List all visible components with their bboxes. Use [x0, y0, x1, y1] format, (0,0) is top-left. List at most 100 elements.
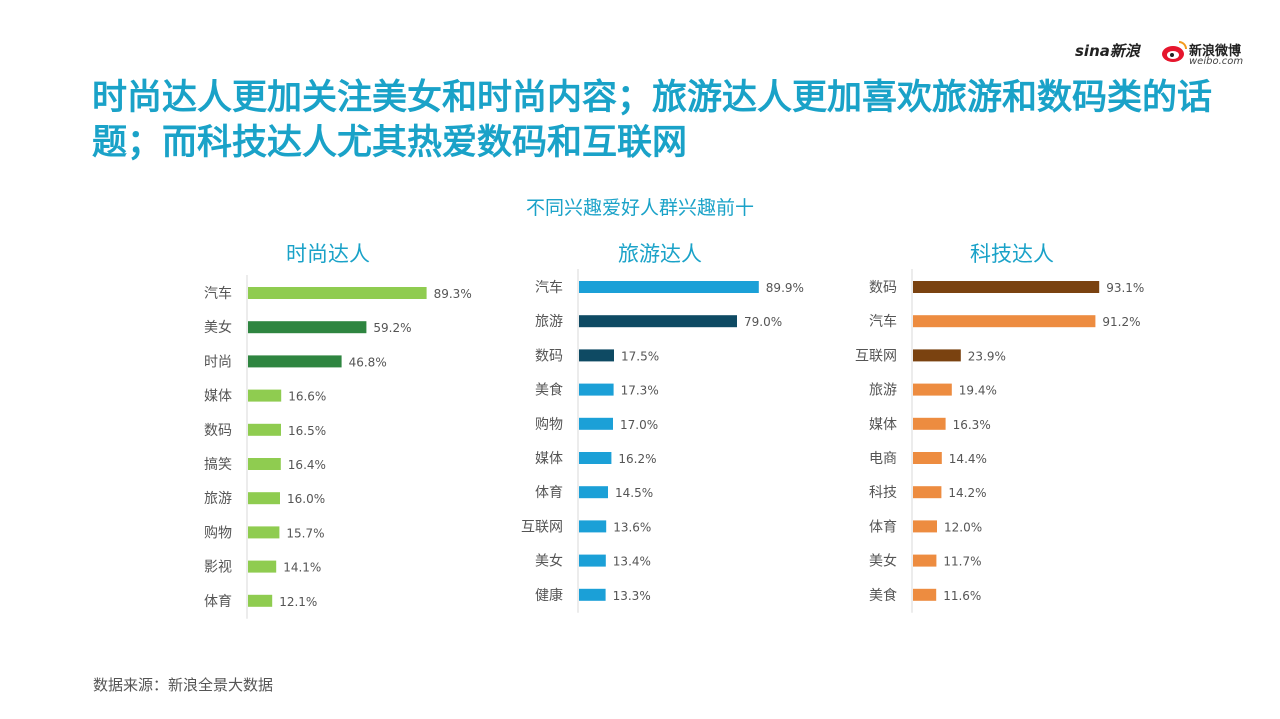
bar: [913, 588, 937, 601]
bar: [248, 389, 282, 402]
weibo-eye-icon: [1162, 41, 1187, 62]
category-label: 购物: [535, 417, 563, 433]
bar: [248, 355, 342, 368]
category-label: 美食: [535, 382, 563, 399]
category-label: 影视: [204, 560, 232, 576]
value-label: 13.3%: [613, 589, 651, 603]
panel-title-tech: 科技达人: [970, 242, 1054, 266]
value-label: 13.6%: [613, 520, 651, 534]
category-label: 时尚: [204, 354, 232, 370]
value-label: 16.0%: [287, 492, 325, 506]
category-label: 体育: [535, 485, 563, 501]
value-label: 59.2%: [373, 321, 411, 335]
category-label: 数码: [869, 280, 897, 296]
category-label: 媒体: [535, 451, 563, 467]
category-label: 美女: [869, 553, 897, 570]
bar: [913, 315, 1096, 328]
bar: [579, 417, 613, 430]
category-label: 汽车: [535, 279, 563, 296]
bar: [248, 560, 277, 573]
value-label: 19.4%: [959, 384, 997, 398]
category-label: 旅游: [869, 383, 897, 399]
bar: [913, 486, 942, 499]
category-label: 搞笑: [204, 457, 232, 473]
category-label: 体育: [869, 519, 897, 535]
bar: [248, 526, 280, 539]
headline: 时尚达人更加关注美女和时尚内容；旅游达人更加喜欢旅游和数码类的话题；而科技达人尤…: [92, 78, 1213, 163]
category-label: 汽车: [204, 285, 232, 302]
bar: [248, 287, 427, 299]
value-label: 15.7%: [286, 526, 324, 540]
value-label: 11.6%: [943, 589, 981, 603]
bar: [579, 281, 759, 293]
category-label: 互联网: [855, 348, 897, 364]
bar: [248, 492, 280, 505]
category-label: 美女: [535, 553, 563, 570]
value-label: 16.4%: [288, 458, 326, 472]
category-label: 美女: [204, 319, 232, 336]
bar: [248, 321, 367, 334]
bar: [579, 554, 606, 567]
bar: [579, 452, 612, 464]
bar: [913, 349, 961, 362]
bar: [913, 520, 937, 533]
bar: [248, 423, 281, 436]
value-label: 79.0%: [744, 315, 782, 329]
value-label: 17.5%: [621, 349, 659, 363]
value-label: 16.2%: [618, 452, 656, 466]
bar: [913, 452, 942, 464]
category-label: 科技: [869, 485, 897, 501]
weibo-logo-text: 新浪微博: [1189, 44, 1242, 59]
bar: [913, 417, 946, 430]
value-label: 17.0%: [620, 418, 658, 432]
bar: [579, 315, 737, 328]
value-label: 89.9%: [766, 281, 804, 295]
chart-subtitle: 不同兴趣爱好人群兴趣前十: [525, 197, 754, 219]
bar: [913, 281, 1100, 293]
data-source: 数据来源：新浪全景大数据: [93, 676, 274, 694]
value-label: 89.3%: [434, 287, 472, 301]
category-label: 购物: [204, 525, 232, 541]
sina-logo: sina新浪: [1075, 40, 1140, 61]
bar: [913, 554, 937, 567]
category-label: 电商: [869, 451, 897, 467]
value-label: 17.3%: [621, 384, 659, 398]
value-label: 16.6%: [288, 390, 326, 404]
value-label: 11.7%: [943, 555, 981, 569]
sina-logo-text: sina新浪: [1075, 42, 1140, 60]
category-label: 体育: [204, 594, 232, 610]
value-label: 12.0%: [944, 520, 982, 534]
value-label: 16.3%: [953, 418, 991, 432]
value-label: 91.2%: [1102, 315, 1140, 329]
panel-title-fashion: 时尚达人: [286, 242, 370, 266]
category-label: 媒体: [204, 389, 232, 405]
value-label: 23.9%: [968, 349, 1006, 363]
value-label: 93.1%: [1106, 281, 1144, 295]
value-label: 14.4%: [949, 452, 987, 466]
weibo-url-text: weibo.com: [1189, 56, 1244, 67]
bar: [579, 520, 607, 533]
value-label: 14.5%: [615, 486, 653, 500]
category-label: 美食: [869, 587, 897, 604]
bar: [248, 594, 273, 607]
bar: [579, 349, 614, 362]
chart-fashion: 汽车 89.3% 美女 59.2% 时尚 46.8% 媒体 16.6% 数码 16.5% 搞笑 16.…: [204, 275, 472, 619]
value-label: 13.4%: [613, 555, 651, 569]
bar: [579, 486, 608, 499]
category-label: 互联网: [521, 519, 563, 535]
bar: [579, 588, 606, 601]
value-label: 46.8%: [349, 355, 387, 369]
bar: [913, 383, 952, 396]
category-label: 数码: [535, 348, 563, 364]
value-label: 14.2%: [948, 486, 986, 500]
brand-logos: sina新浪 新浪微博 weibo.com: [1075, 40, 1245, 70]
bar: [579, 383, 614, 396]
chart-tech: 数码 93.1% 汽车 91.2% 互联网 23.9% 旅游 19.4% 媒体 16.3% 电商 14…: [855, 269, 1144, 613]
category-label: 媒体: [869, 417, 897, 433]
category-label: 旅游: [204, 491, 232, 507]
category-label: 旅游: [535, 314, 563, 330]
chart-travel: 汽车 89.9% 旅游 79.0% 数码 17.5% 美食 17.3% 购物 17.0% 媒体 16.…: [521, 269, 804, 613]
value-label: 12.1%: [279, 595, 317, 609]
category-label: 汽车: [869, 313, 897, 330]
